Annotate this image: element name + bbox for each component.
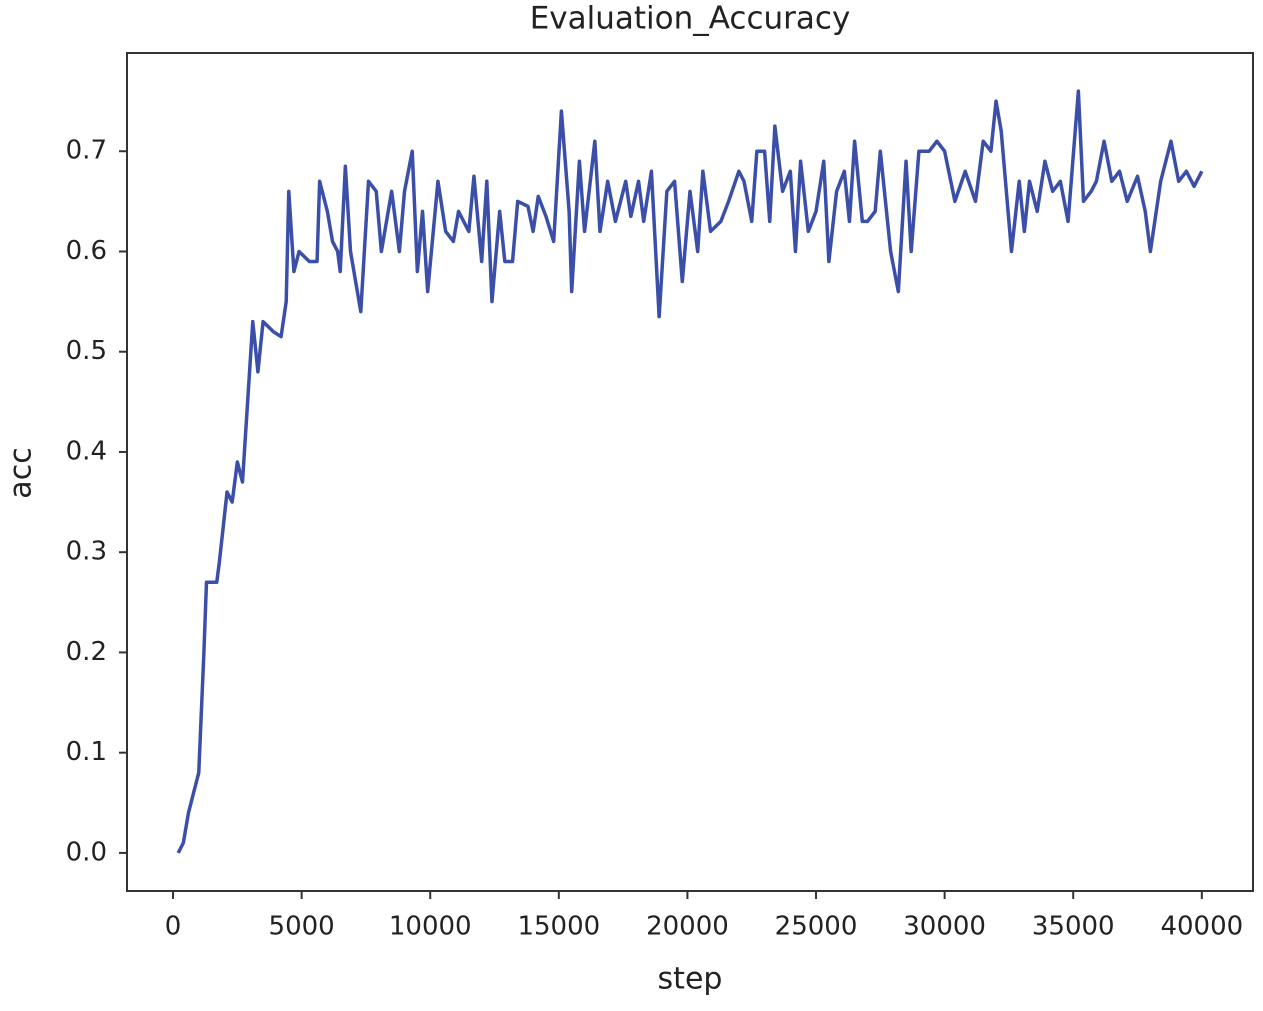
y-tick-label: 0.4 xyxy=(66,436,107,466)
y-tick-label: 0.3 xyxy=(66,537,107,567)
y-tick-label: 0.6 xyxy=(66,236,107,266)
x-tick-label: 40000 xyxy=(1160,912,1243,942)
y-tick-label: 0.5 xyxy=(66,336,107,366)
x-axis-label: step xyxy=(658,962,723,997)
y-axis-label: acc xyxy=(4,447,39,498)
plot-frame xyxy=(126,52,1254,892)
x-tick-label: 30000 xyxy=(903,912,986,942)
line xyxy=(176,89,1204,854)
y-tick-label: 0.0 xyxy=(66,837,107,867)
x-tick-label: 35000 xyxy=(1032,912,1115,942)
x-tick-label: 25000 xyxy=(775,912,858,942)
x-tick-label: 0 xyxy=(165,912,182,942)
x-tick-label: 15000 xyxy=(517,912,600,942)
y-tick-label: 0.7 xyxy=(66,136,107,166)
x-tick-label: 20000 xyxy=(646,912,729,942)
y-tick-label: 0.1 xyxy=(66,737,107,767)
chart-title: Evaluation_Accuracy xyxy=(530,1,851,37)
y-tick-label: 0.2 xyxy=(66,637,107,667)
x-tick-label: 10000 xyxy=(389,912,472,942)
x-tick-label: 5000 xyxy=(269,912,335,942)
